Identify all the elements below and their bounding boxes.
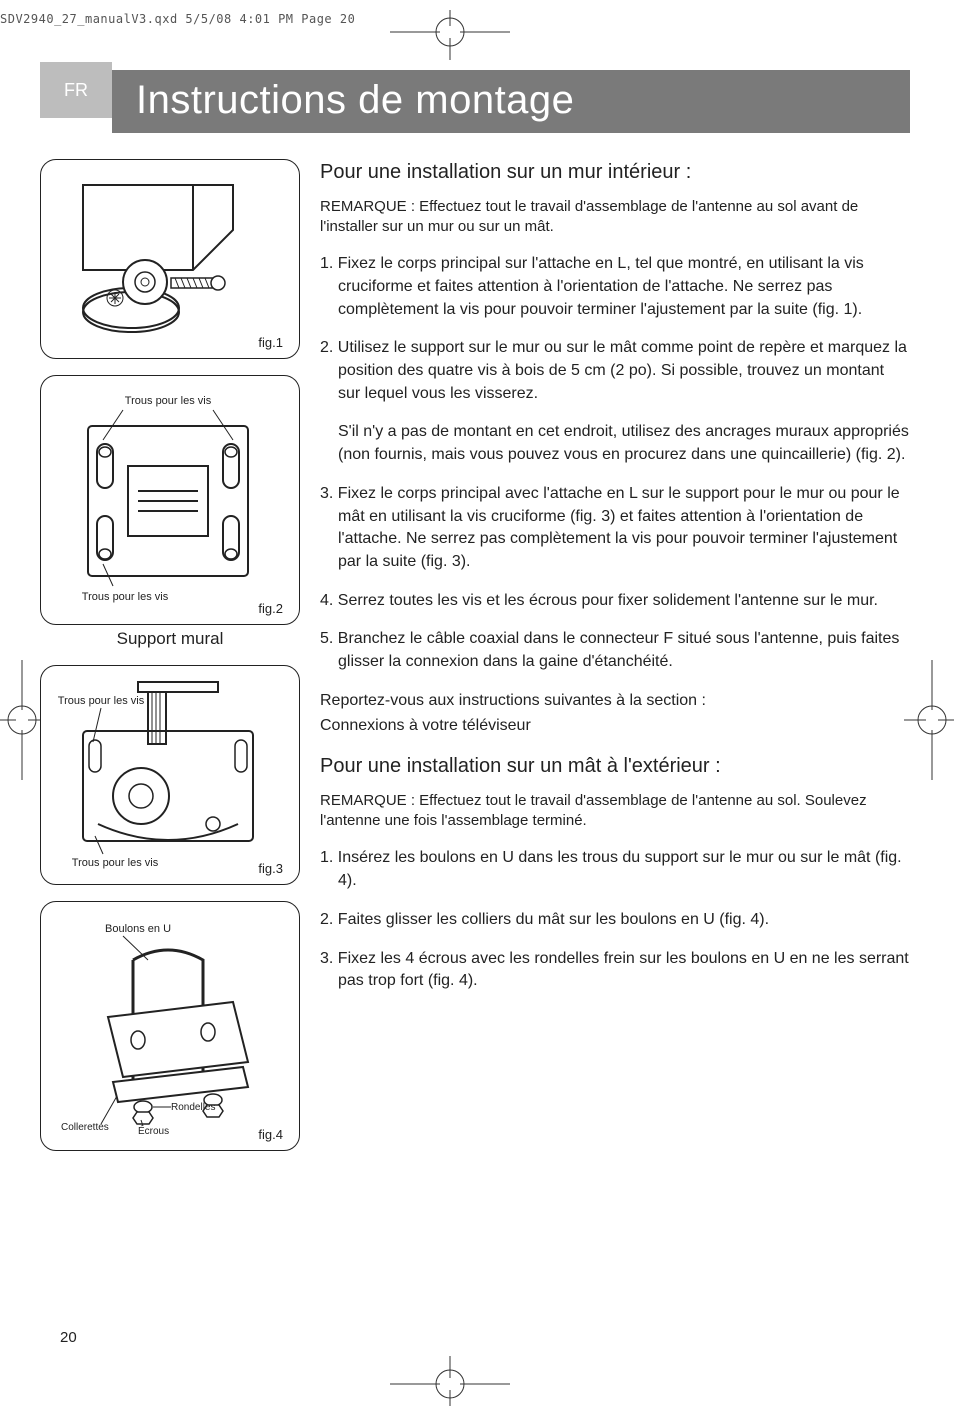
crop-mark-top (390, 10, 510, 60)
section1-p2b: S'il n'y a pas de montant en cet endroit… (320, 421, 910, 466)
text-column: Pour une installation sur un mur intérie… (320, 159, 910, 1151)
section1-p5: 5. Branchez le câble coaxial dans le con… (320, 628, 910, 673)
section2-p3: 3. Fixez les 4 écrous avec les rondelles… (320, 948, 910, 993)
crop-mark-bottom (390, 1356, 510, 1406)
fig2-bottom-label: Trous pour les vis (82, 591, 169, 603)
figure-2: Trous pour les vis (40, 375, 300, 625)
section1-heading: Pour une installation sur un mur intérie… (320, 159, 910, 187)
section1-p2: 2. Utilisez le support sur le mur ou sur… (320, 337, 910, 405)
page-number: 20 (60, 1329, 77, 1346)
section1-p1: 1. Fixez le corps principal sur l'attach… (320, 253, 910, 321)
fig4-ubolt-label: Boulons en U (105, 923, 171, 935)
section2-p2: 2. Faites glisser les colliers du mât su… (320, 909, 910, 932)
fig2-label: fig.2 (258, 601, 283, 616)
section1-p6a: Reportez-vous aux instructions suivantes… (320, 690, 910, 713)
figure-4: Boulons en U Rondelles (40, 901, 300, 1151)
section1-p3: 3. Fixez le corps principal avec l'attac… (320, 483, 910, 574)
section1-p4: 4. Serrez toutes les vis et les écrous p… (320, 590, 910, 613)
page-content: FR Instructions de montage (40, 70, 910, 1151)
fig3-bottom-label: Trous pour les vis (72, 857, 159, 869)
section2-p1: 1. Insérez les boulons en U dans les tro… (320, 847, 910, 892)
header-filename: SDV2940_27_manualV3.qxd 5/5/08 4:01 PM P… (0, 12, 355, 26)
fig2-caption: Support mural (40, 629, 300, 649)
fig4-washer-label: Rondelles (171, 1102, 215, 1113)
fig3-label: fig.3 (258, 861, 283, 876)
crop-mark-right (904, 660, 954, 780)
language-tag: FR (40, 62, 112, 118)
page-title: Instructions de montage (112, 70, 910, 133)
figure-3: Trous pour les vis Trous pour les vis fi… (40, 665, 300, 885)
fig3-top-label: Trous pour les vis (58, 695, 145, 707)
section2-note: REMARQUE : Effectuez tout le travail d'a… (320, 791, 910, 832)
title-bar: FR Instructions de montage (40, 70, 910, 133)
figure-1: fig.1 (40, 159, 300, 359)
fig1-label: fig.1 (258, 335, 283, 350)
figures-column: fig.1 Trous pour les vis (40, 159, 300, 1151)
section1-p6b: Connexions à votre téléviseur (320, 715, 910, 738)
section1-note: REMARQUE : Effectuez tout le travail d'a… (320, 197, 910, 238)
fig4-label: fig.4 (258, 1127, 283, 1142)
fig2-top-label: Trous pour les vis (125, 395, 212, 407)
section2-heading: Pour une installation sur un mât à l'ext… (320, 753, 910, 781)
